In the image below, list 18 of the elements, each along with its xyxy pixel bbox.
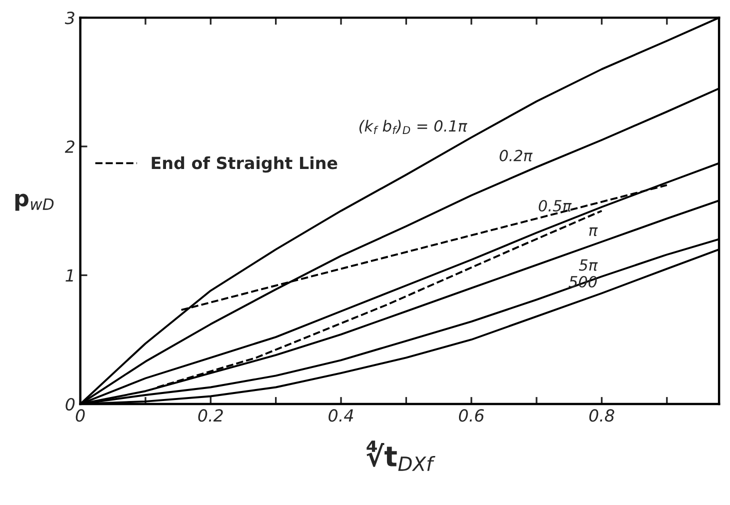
y-tick-label: 1 (66, 269, 73, 282)
annotation: 5π (578, 259, 598, 271)
x-tick-label: 0.6 (458, 409, 484, 422)
annotation: 0.5π (538, 200, 572, 212)
legend-label: End of Straight Line (152, 156, 338, 173)
y-tick-label: 0 (66, 398, 75, 411)
y-tick-label: 2 (64, 140, 74, 153)
annotation: 0.2π (500, 150, 533, 162)
x-tick-label: 0 (76, 409, 85, 422)
y-tick-label: 3 (64, 12, 74, 24)
x-tick-label: 0.8 (589, 409, 614, 422)
x-axis-title: ∜t$_{DXf}$ (366, 440, 436, 471)
x-tick-label: 0.4 (328, 409, 354, 422)
annotation: π (589, 227, 598, 236)
x-tick-label: 0.2 (198, 409, 223, 422)
annotation: (k$_{f}$ b$_{f}$)$_{D}$ = 0.1π (359, 120, 468, 134)
line-series (180, 184, 668, 311)
y-axis-title: p$_{wD}$ (15, 194, 54, 211)
